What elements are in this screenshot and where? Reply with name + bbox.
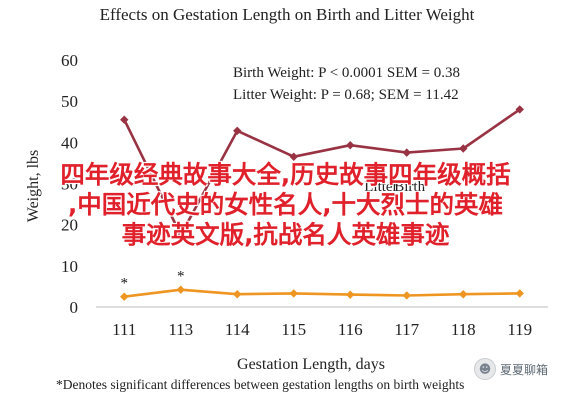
data-point-litter xyxy=(289,152,298,161)
x-tick-label: 115 xyxy=(281,320,306,339)
data-point-birth xyxy=(120,292,129,301)
data-point-birth xyxy=(176,285,185,294)
y-tick-label: 60 xyxy=(61,51,78,70)
x-tick-label: 116 xyxy=(338,320,363,339)
series-label-birth: Birth xyxy=(394,179,425,195)
x-tick-label: 113 xyxy=(168,320,193,339)
y-tick-label: 30 xyxy=(61,175,78,194)
axes: 0 10 20 30 40 50 60 111 113 114 115 116 117 118 119 xyxy=(61,51,548,339)
overlay-text-line-3: 事迹英文版,抗战名人英雄事迹 xyxy=(121,220,450,249)
data-point-litter xyxy=(402,148,411,157)
data-point-birth xyxy=(402,291,411,300)
data-point-birth xyxy=(515,289,524,298)
data-point-birth xyxy=(289,289,298,298)
significance-marker: * xyxy=(177,269,185,285)
data-point-litter xyxy=(233,126,242,136)
watermark: ☻ 夏夏聊箱 xyxy=(474,358,548,380)
data-point-birth xyxy=(233,290,242,299)
overlay-text-line-1: 四年级经典故事大全,历史故事四年级概括 xyxy=(60,160,511,189)
x-tick-label: 114 xyxy=(225,320,250,339)
y-tick-label: 0 xyxy=(70,298,79,317)
y-tick-label: 10 xyxy=(61,257,78,276)
data-point-litter xyxy=(515,105,524,114)
watermark-text: 夏夏聊箱 xyxy=(500,362,549,377)
chart-title: Effects on Gestation Length on Birth and… xyxy=(100,5,475,24)
series-layer xyxy=(120,105,524,301)
series-line-litter xyxy=(123,108,521,237)
chat-bubble-icon: ☻ xyxy=(474,358,496,380)
data-point-litter xyxy=(459,144,468,153)
series-line-birth xyxy=(124,288,520,298)
data-point-birth xyxy=(346,290,355,299)
data-point-litter xyxy=(120,115,129,124)
data-point-litter xyxy=(346,141,355,150)
x-axis-label: Gestation Length, days xyxy=(237,356,385,373)
significance-marker: * xyxy=(121,276,129,292)
y-axis-label: Weight, lbs xyxy=(25,150,42,222)
y-tick-label: 20 xyxy=(61,216,78,235)
x-tick-label: 117 xyxy=(394,320,419,339)
annotation-litter: Litter Weight: P = 0.68; SEM = 11.42 xyxy=(233,87,459,103)
annotation-birth: Birth Weight: P < 0.0001 SEM = 0.38 xyxy=(233,65,460,81)
series-label-litter: Litter xyxy=(364,179,397,195)
overlay-text-line-2: ,中国近代史的女性名人,十大烈士的英雄 xyxy=(67,190,504,219)
x-tick-label: 119 xyxy=(507,320,532,339)
data-point-birth xyxy=(459,290,468,299)
data-point-litter xyxy=(176,230,185,240)
y-tick-label: 40 xyxy=(61,133,78,152)
footnote: *Denotes significant differences between… xyxy=(56,377,464,392)
x-tick-label: 118 xyxy=(451,320,476,339)
y-tick-label: 50 xyxy=(61,92,78,111)
x-tick-label: 111 xyxy=(112,320,136,339)
